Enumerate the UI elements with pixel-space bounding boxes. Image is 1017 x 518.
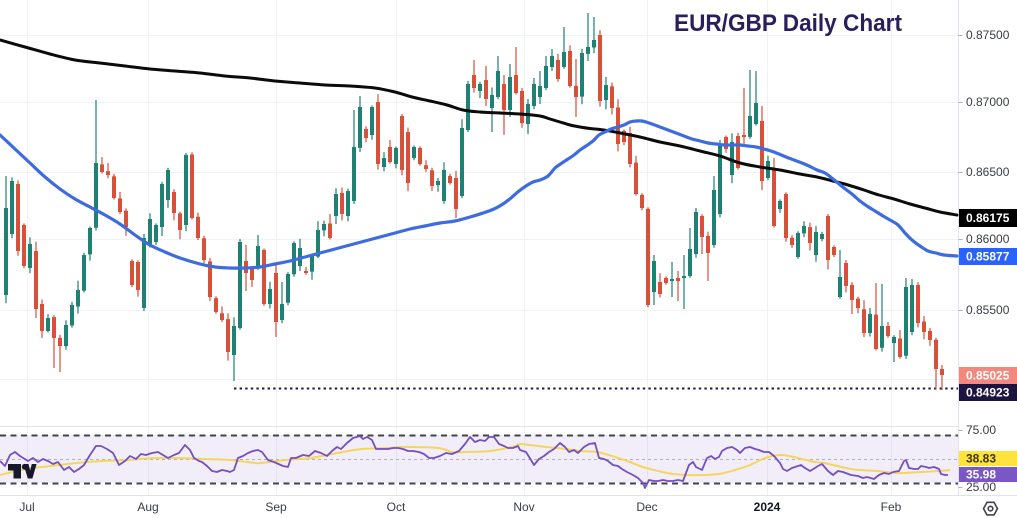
svg-text:75.00: 75.00 <box>966 423 996 437</box>
svg-text:Sep: Sep <box>265 500 287 514</box>
svg-text:Dec: Dec <box>636 500 657 514</box>
svg-text:0.86175: 0.86175 <box>966 211 1010 225</box>
svg-text:0.84923: 0.84923 <box>966 386 1010 400</box>
svg-text:35.98: 35.98 <box>966 468 996 482</box>
svg-text:EUR/GBP Daily Chart: EUR/GBP Daily Chart <box>674 10 902 37</box>
svg-text:25.00: 25.00 <box>966 480 996 494</box>
svg-text:0.85500: 0.85500 <box>966 303 1010 317</box>
svg-text:Jul: Jul <box>19 500 34 514</box>
svg-text:0.87500: 0.87500 <box>966 28 1010 42</box>
svg-text:0.86000: 0.86000 <box>966 232 1010 246</box>
svg-text:0.86500: 0.86500 <box>966 165 1010 179</box>
svg-text:Oct: Oct <box>387 500 406 514</box>
svg-text:0.87000: 0.87000 <box>966 95 1010 109</box>
svg-text:0.85877: 0.85877 <box>966 250 1010 264</box>
svg-text:2024: 2024 <box>754 500 781 514</box>
svg-text:0.85025: 0.85025 <box>966 369 1010 383</box>
svg-text:Aug: Aug <box>137 500 158 514</box>
svg-text:Nov: Nov <box>513 500 534 514</box>
svg-text:38.83: 38.83 <box>966 452 996 466</box>
svg-text:Feb: Feb <box>881 500 902 514</box>
